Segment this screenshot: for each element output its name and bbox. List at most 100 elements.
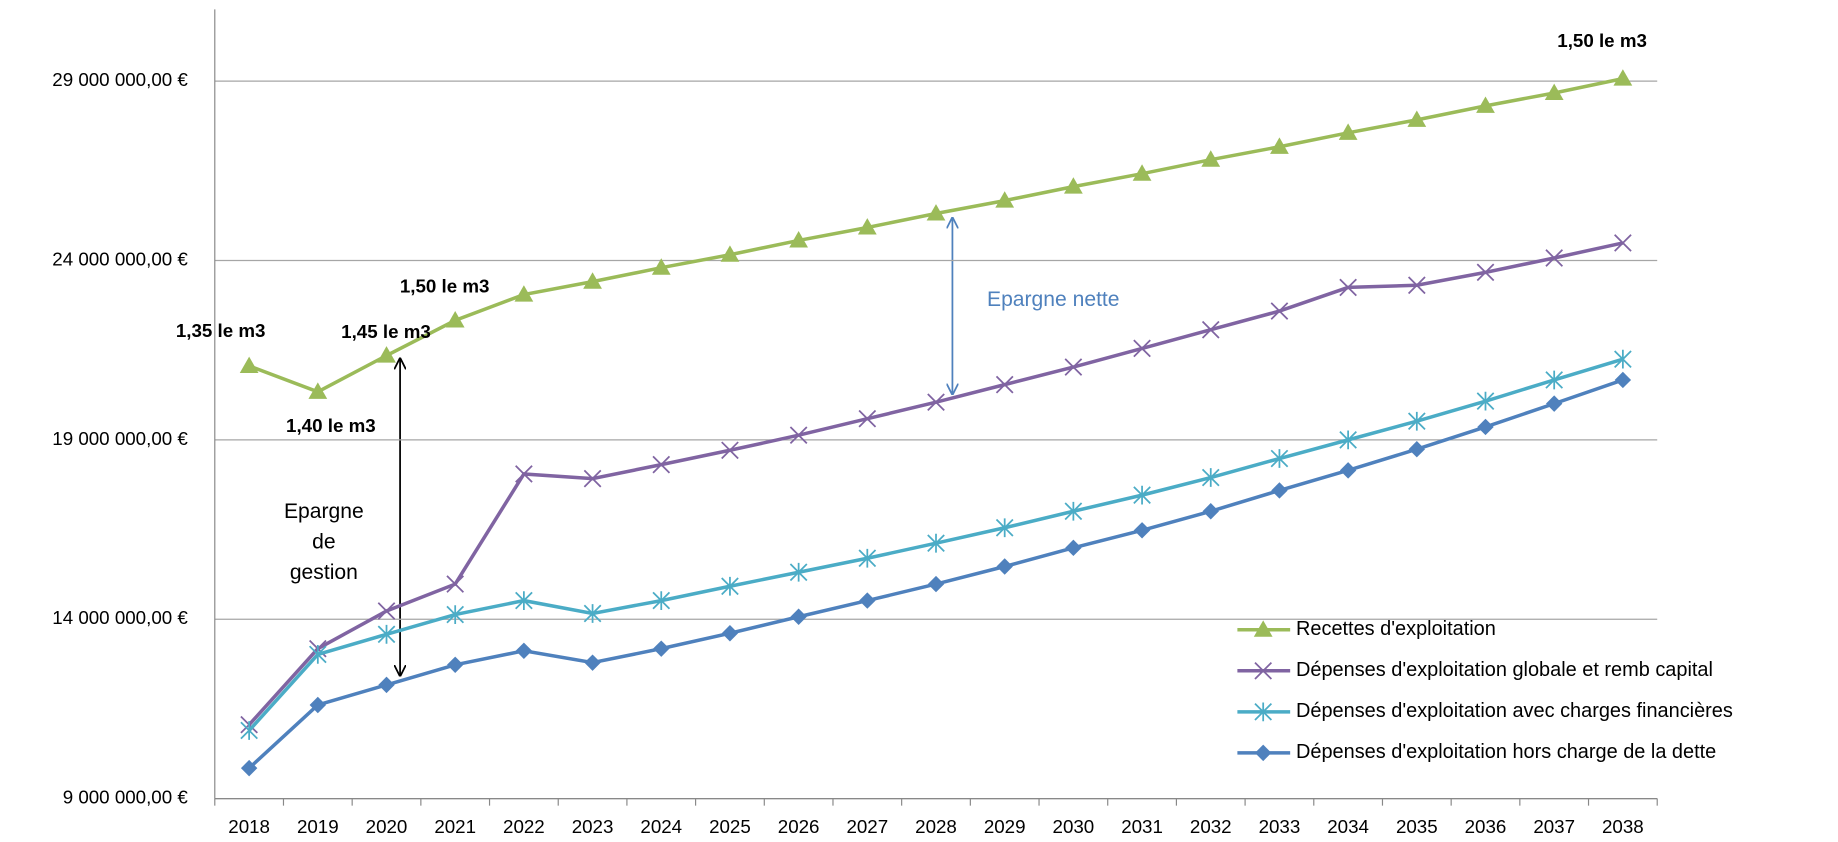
marker xyxy=(1544,83,1564,101)
marker xyxy=(1270,302,1289,320)
x-tick-label: 2034 xyxy=(1327,816,1369,837)
x-tick-label: 2021 xyxy=(434,816,476,837)
marker xyxy=(1614,234,1632,252)
marker xyxy=(1545,395,1563,412)
y-tick-label: 14 000 000,00 € xyxy=(52,607,188,628)
marker xyxy=(1133,339,1151,358)
marker xyxy=(995,518,1014,538)
marker xyxy=(653,640,670,657)
annotation: Epargne xyxy=(284,500,364,523)
marker xyxy=(240,759,258,777)
marker xyxy=(584,654,601,671)
marker xyxy=(789,562,808,582)
marker xyxy=(309,696,327,714)
marker xyxy=(857,218,877,235)
marker xyxy=(445,311,465,328)
marker xyxy=(995,375,1014,394)
x-tick-label: 2035 xyxy=(1396,816,1438,837)
marker xyxy=(651,258,671,275)
marker xyxy=(1614,349,1632,369)
marker xyxy=(652,455,671,474)
marker xyxy=(927,533,945,553)
x-tick-label: 2018 xyxy=(228,816,270,837)
marker xyxy=(1202,503,1219,520)
x-tick-label: 2028 xyxy=(915,816,957,837)
annotation: gestion xyxy=(290,561,358,584)
x-tick-label: 2031 xyxy=(1121,816,1163,837)
marker xyxy=(1476,96,1495,113)
marker xyxy=(1201,320,1220,339)
legend-marker xyxy=(1253,620,1273,637)
x-tick-label: 2030 xyxy=(1053,816,1095,837)
marker xyxy=(378,676,395,694)
annotation: de xyxy=(312,531,335,554)
legend-marker xyxy=(1254,744,1272,762)
annotation: 1,40 le m3 xyxy=(286,415,376,436)
legend-label: Dépenses d'exploitation hors charge de l… xyxy=(1296,741,1716,763)
marker xyxy=(1339,278,1357,297)
marker xyxy=(1339,430,1357,450)
marker xyxy=(859,592,876,609)
x-tick-label: 2033 xyxy=(1259,816,1301,837)
marker xyxy=(377,602,396,620)
marker xyxy=(790,608,807,625)
legend-label: Dépenses d'exploitation globale et remb … xyxy=(1296,659,1713,681)
x-tick-label: 2022 xyxy=(503,816,545,837)
marker xyxy=(515,642,533,660)
marker xyxy=(1477,418,1494,436)
x-tick-label: 2024 xyxy=(640,816,682,837)
marker xyxy=(1064,358,1083,376)
marker xyxy=(308,382,328,399)
x-tick-label: 2038 xyxy=(1602,816,1644,837)
marker xyxy=(789,231,809,248)
legend-label: Recettes d'exploitation xyxy=(1296,618,1496,640)
annotation: 1,35 le m3 xyxy=(176,320,266,341)
marker xyxy=(858,548,877,568)
marker xyxy=(1271,482,1288,499)
marker xyxy=(1476,263,1495,282)
y-tick-label: 29 000 000,00 € xyxy=(52,69,188,90)
marker xyxy=(996,558,1013,575)
marker xyxy=(446,656,464,674)
x-tick-label: 2027 xyxy=(846,816,888,837)
marker xyxy=(1614,371,1632,389)
marker xyxy=(721,441,739,460)
marker xyxy=(1613,69,1633,86)
x-tick-label: 2037 xyxy=(1533,816,1575,837)
legend-marker xyxy=(1254,702,1273,722)
legend-label: Dépenses d'exploitation avec charges fin… xyxy=(1296,700,1733,722)
marker xyxy=(927,575,945,593)
annotation: Epargne nette xyxy=(987,288,1120,311)
marker xyxy=(583,272,602,289)
marker xyxy=(858,409,877,428)
marker xyxy=(377,624,396,644)
annotation: 1,50 le m3 xyxy=(1557,30,1647,51)
marker xyxy=(377,346,396,363)
marker xyxy=(1339,462,1357,479)
marker xyxy=(583,469,602,488)
marker xyxy=(514,285,534,302)
marker xyxy=(1065,539,1082,557)
marker xyxy=(1064,501,1083,521)
marker xyxy=(927,393,945,412)
marker xyxy=(1407,411,1426,431)
marker xyxy=(652,591,671,610)
marker xyxy=(995,191,1015,208)
annotation: 1,50 le m3 xyxy=(400,275,490,296)
marker xyxy=(446,575,465,593)
marker xyxy=(721,625,739,642)
x-tick-label: 2029 xyxy=(984,816,1026,837)
marker xyxy=(1545,370,1564,390)
marker xyxy=(1408,440,1426,458)
marker xyxy=(446,605,465,624)
marker xyxy=(1338,123,1358,140)
annotation: 1,45 le m3 xyxy=(341,321,431,342)
marker xyxy=(515,591,533,610)
marker xyxy=(308,645,327,664)
marker xyxy=(1407,110,1427,127)
marker xyxy=(1545,249,1564,267)
x-tick-label: 2020 xyxy=(366,816,408,837)
marker xyxy=(789,426,808,445)
marker xyxy=(240,721,258,740)
